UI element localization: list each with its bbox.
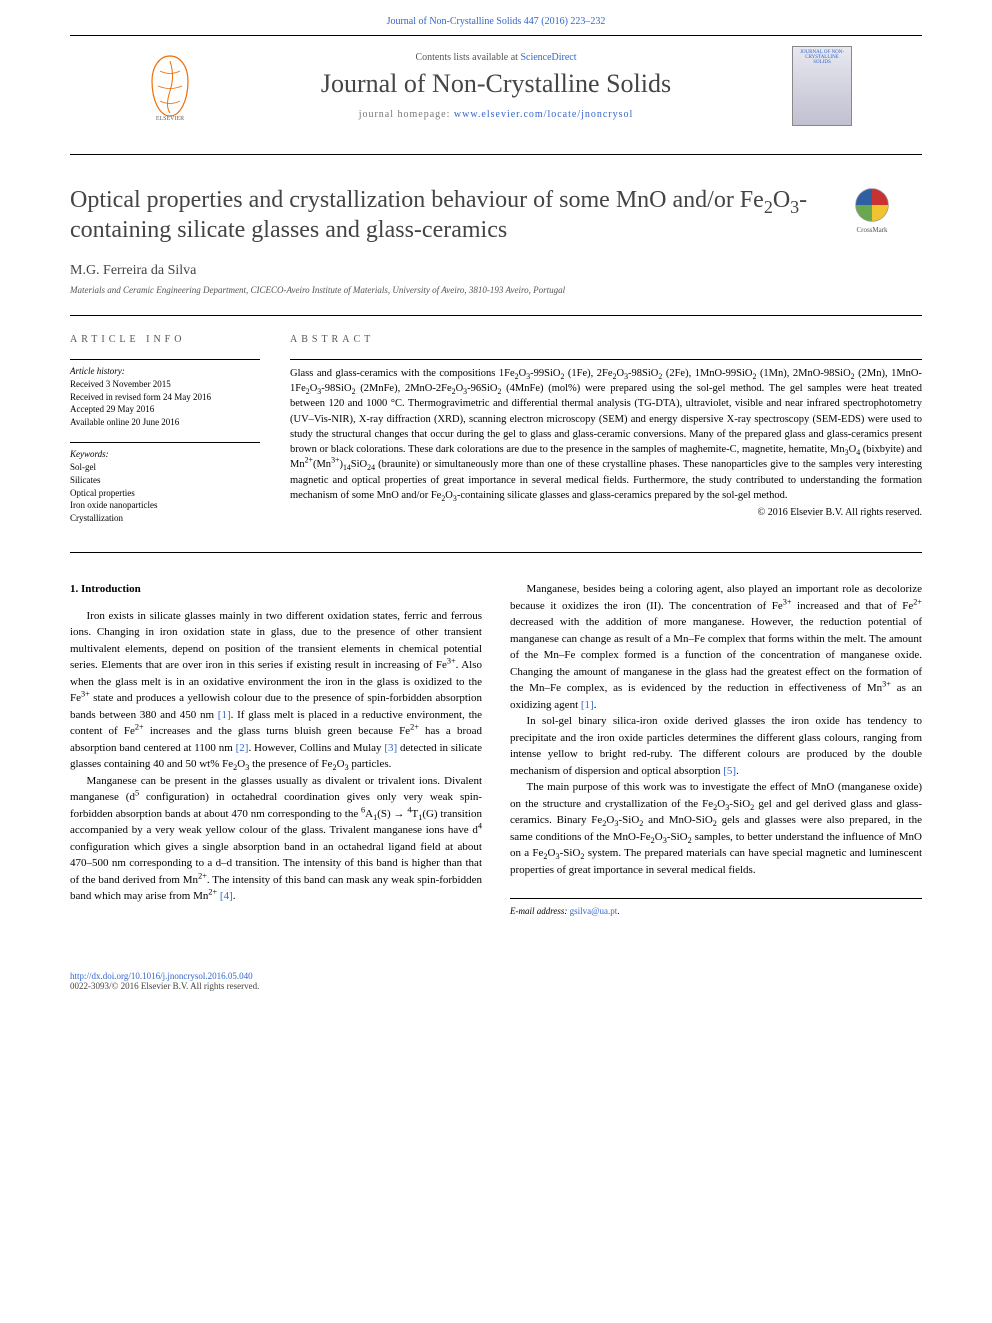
history-line: Received in revised form 24 May 2016 bbox=[70, 391, 260, 404]
affiliation: Materials and Ceramic Engineering Depart… bbox=[70, 285, 922, 295]
keyword-item: Iron oxide nanoparticles bbox=[70, 499, 260, 512]
history-label: Article history: bbox=[70, 366, 260, 376]
article-info-heading: article info bbox=[70, 334, 260, 345]
masthead: ELSEVIER Contents lists available at Sci… bbox=[70, 35, 922, 155]
keyword-item: Silicates bbox=[70, 474, 260, 487]
article-info-sidebar: article info Article history: Received 3… bbox=[70, 334, 260, 524]
keyword-item: Crystallization bbox=[70, 512, 260, 525]
journal-homepage: journal homepage: www.elsevier.com/locat… bbox=[200, 109, 792, 120]
keywords-label: Keywords: bbox=[70, 449, 260, 459]
keyword-item: Optical properties bbox=[70, 487, 260, 500]
body-paragraph: The main purpose of this work was to inv… bbox=[510, 779, 922, 878]
journal-name: Journal of Non-Crystalline Solids bbox=[200, 69, 792, 99]
crossmark-icon[interactable]: CrossMark bbox=[852, 185, 922, 235]
contents-line: Contents lists available at ScienceDirec… bbox=[200, 52, 792, 63]
body-text: 1. Introduction Iron exists in silicate … bbox=[70, 581, 922, 919]
email-link[interactable]: gsilva@ua.pt bbox=[570, 906, 618, 916]
history-line: Available online 20 June 2016 bbox=[70, 416, 260, 429]
doi-link[interactable]: http://dx.doi.org/10.1016/j.jnoncrysol.2… bbox=[70, 971, 253, 981]
footnote: E-mail address: gsilva@ua.pt. bbox=[510, 898, 922, 919]
homepage-link[interactable]: www.elsevier.com/locate/jnoncrysol bbox=[454, 109, 633, 120]
copyright-line: © 2016 Elsevier B.V. All rights reserved… bbox=[290, 507, 922, 518]
page-footer: http://dx.doi.org/10.1016/j.jnoncrysol.2… bbox=[0, 959, 992, 1021]
svg-text:ELSEVIER: ELSEVIER bbox=[156, 116, 184, 121]
issn-line: 0022-3093/© 2016 Elsevier B.V. All right… bbox=[70, 981, 259, 991]
abstract-heading: abstract bbox=[290, 334, 922, 345]
abstract-text: Glass and glass-ceramics with the compos… bbox=[290, 359, 922, 503]
sciencedirect-link[interactable]: ScienceDirect bbox=[520, 52, 576, 63]
body-paragraph: Manganese, besides being a coloring agen… bbox=[510, 581, 922, 713]
journal-cover-icon: JOURNAL OF NON-CRYSTALLINE SOLIDS bbox=[792, 46, 852, 126]
section-divider bbox=[70, 552, 922, 553]
author-name: M.G. Ferreira da Silva bbox=[70, 263, 922, 279]
elsevier-logo-icon: ELSEVIER bbox=[140, 51, 200, 121]
history-line: Received 3 November 2015 bbox=[70, 378, 260, 391]
running-head: Journal of Non-Crystalline Solids 447 (2… bbox=[0, 0, 992, 35]
article-title: Optical properties and crystallization b… bbox=[70, 185, 852, 245]
body-paragraph: In sol-gel binary silica-iron oxide deri… bbox=[510, 713, 922, 779]
body-paragraph: Iron exists in silicate glasses mainly i… bbox=[70, 608, 482, 773]
keyword-item: Sol-gel bbox=[70, 461, 260, 474]
history-line: Accepted 29 May 2016 bbox=[70, 403, 260, 416]
section-heading: 1. Introduction bbox=[70, 581, 482, 598]
body-paragraph: Manganese can be present in the glasses … bbox=[70, 773, 482, 905]
svg-text:CrossMark: CrossMark bbox=[856, 226, 888, 234]
